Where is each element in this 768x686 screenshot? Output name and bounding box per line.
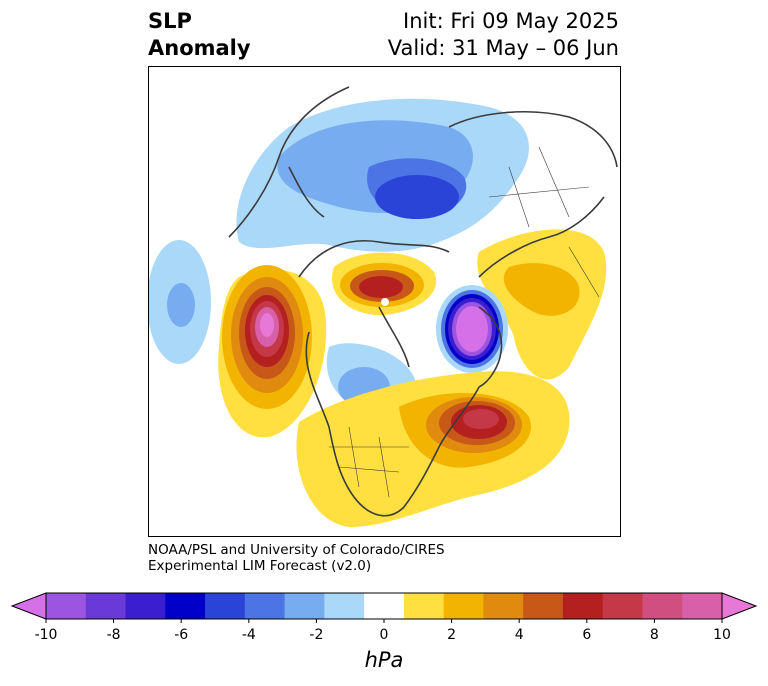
colorbar-extend-max (721, 592, 758, 620)
colorbar-bin (403, 593, 445, 619)
colorbar-tick-label: -4 (241, 627, 256, 643)
colorbar-extend-min (10, 592, 47, 620)
colorbar-bin (483, 593, 524, 619)
colorbar-bin (46, 593, 87, 619)
colorbar-tick-label: 4 (514, 627, 524, 643)
north-pole-marker (381, 298, 389, 306)
attribution: NOAA/PSL and University of Colorado/CIRE… (148, 542, 445, 574)
slp-anomaly-map (148, 66, 621, 537)
attribution-line-2: Experimental LIM Forecast (v2.0) (148, 558, 372, 574)
colorbar-bin (562, 593, 604, 619)
map-title: SLP Anomaly (148, 8, 251, 62)
low-anomaly-north-atlantic (436, 285, 508, 373)
coastlines (228, 86, 618, 517)
map-canvas (149, 86, 618, 527)
colorbar-bin (165, 593, 206, 619)
high-anomaly-atlantic (296, 371, 570, 527)
colorbar-bin (324, 593, 365, 619)
colorbar-bin (642, 593, 683, 619)
colorbar-tick-label: 2 (447, 627, 457, 643)
valid-date: Valid: 31 May – 06 Jun (387, 36, 619, 60)
borders (329, 146, 600, 498)
high-anomaly-europe (477, 229, 607, 380)
colorbar-tick-label: -10 (34, 627, 58, 643)
high-anomaly-northeast-pacific (218, 265, 327, 438)
colorbar-tick-label: 6 (582, 627, 592, 643)
attribution-line-1: NOAA/PSL and University of Colorado/CIRE… (148, 542, 445, 558)
colorbar-tick-label: 8 (649, 627, 659, 643)
forecast-dates: Init: Fri 09 May 2025 Valid: 31 May – 06… (388, 8, 619, 62)
colorbar (10, 592, 758, 623)
colorbar-bin (443, 593, 484, 619)
colorbar-tick-label: -2 (309, 627, 324, 643)
colorbar-tick-label: -6 (174, 627, 189, 643)
colorbar-bin (125, 593, 166, 619)
colorbar-units: hPa (364, 648, 404, 672)
high-anomaly-arctic (332, 252, 437, 316)
colorbar-bin (284, 593, 325, 619)
colorbar-tick-label: 0 (379, 627, 389, 643)
init-date: Init: Fri 09 May 2025 (403, 9, 619, 33)
colorbar-bin (85, 593, 127, 619)
colorbar-tick-label: -8 (106, 627, 121, 643)
low-anomaly-eurasia (236, 98, 529, 252)
colorbar-tick-label: 10 (713, 627, 731, 643)
colorbar-bin (205, 593, 246, 619)
colorbar-bin (602, 593, 643, 619)
title-line-1: SLP (148, 9, 192, 33)
colorbar-bin (244, 593, 286, 619)
colorbar-bin (523, 593, 564, 619)
title-line-2: Anomaly (148, 36, 251, 60)
colorbar-bin (364, 593, 405, 619)
colorbar-bin (682, 593, 723, 619)
low-anomaly-pacific (149, 240, 211, 364)
